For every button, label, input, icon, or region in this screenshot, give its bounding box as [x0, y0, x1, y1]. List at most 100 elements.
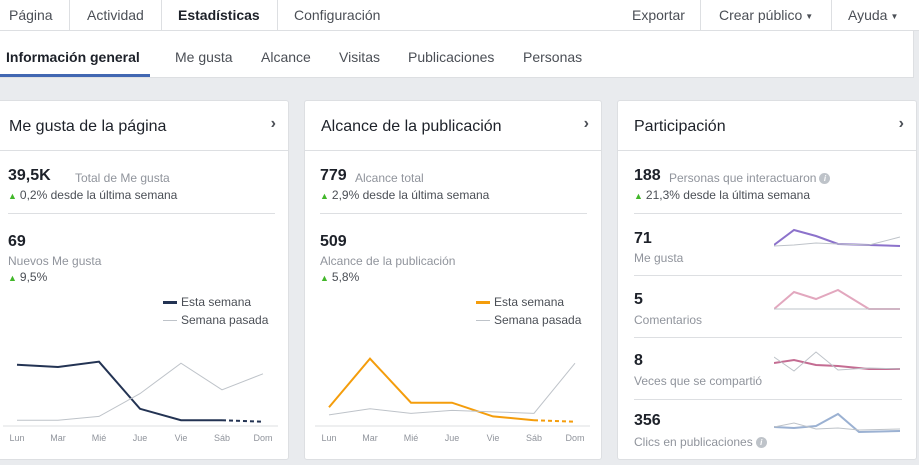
divider	[634, 337, 902, 338]
total-likes-delta: ▲ 0,2% desde la última semana	[8, 188, 177, 202]
help-button[interactable]: Ayuda ▼	[848, 0, 898, 31]
chevron-right-icon[interactable]: ›	[583, 115, 589, 132]
card-header[interactable]: Participación ›	[618, 101, 916, 151]
legend-this-week: Esta semana	[163, 295, 251, 309]
x-tick-label: Mié	[92, 433, 107, 443]
info-icon[interactable]: i	[819, 173, 831, 185]
x-tick-label: Jue	[133, 433, 148, 443]
engaged-label-text: Personas que interactuaron	[669, 171, 817, 185]
series-line-this-week-projection	[533, 419, 576, 423]
sparkline-current	[774, 228, 901, 247]
arrow-up-icon: ▲	[634, 191, 643, 201]
likes-line-chart: Lun Mar Mié Jue Vie Sáb Dom	[3, 360, 278, 443]
likes-label: Me gusta	[634, 251, 684, 265]
sparkline-current	[774, 288, 900, 310]
card-title: Participación	[634, 118, 726, 135]
tab-alcance[interactable]: Alcance	[261, 49, 311, 65]
arrow-up-icon: ▲	[8, 191, 17, 201]
new-likes-delta-text: 9,5%	[19, 270, 48, 284]
x-tick-label: Dom	[565, 433, 584, 443]
card-header[interactable]: Alcance de la publicación ›	[305, 101, 601, 151]
nav-pagina[interactable]: Página	[9, 7, 53, 23]
tab-publicaciones[interactable]: Publicaciones	[408, 49, 495, 65]
legend-swatch	[163, 301, 177, 305]
series-line-this-week-projection	[221, 419, 264, 423]
series-line-last-week	[328, 362, 576, 416]
arrow-up-icon: ▲	[8, 273, 17, 283]
export-button[interactable]: Exportar	[632, 7, 685, 23]
divider	[634, 399, 902, 400]
post-reach-label: Alcance de la publicación	[320, 254, 456, 268]
legend-this-week: Esta semana	[476, 295, 564, 309]
likes-count: 71	[634, 230, 652, 247]
legend-swatch	[163, 320, 177, 322]
x-tick-label: Sáb	[214, 433, 230, 443]
total-reach-delta: ▲ 2,9% desde la última semana	[320, 188, 489, 202]
clicks-count: 356	[634, 412, 661, 429]
tab-informacion-general[interactable]: Información general	[6, 49, 140, 65]
divider	[700, 0, 701, 31]
page-likes-card: Me gusta de la página › 39,5K Total de M…	[0, 100, 289, 460]
post-reach-delta-text: 5,8%	[331, 270, 360, 284]
legend-swatch	[476, 320, 490, 322]
legend-last-week: Semana pasada	[476, 313, 581, 327]
info-icon[interactable]: i	[755, 437, 767, 449]
shares-count: 8	[634, 352, 643, 369]
create-audience-button[interactable]: Crear público ▼	[719, 0, 813, 31]
total-reach-value: 779	[320, 167, 347, 184]
comments-label: Comentarios	[634, 313, 703, 327]
likes-sparkline	[774, 228, 901, 247]
card-title: Me gusta de la página	[9, 118, 167, 135]
series-line-this-week	[328, 357, 535, 422]
card-title: Alcance de la publicación	[321, 118, 502, 135]
engaged-delta: ▲ 21,3% desde la última semana	[634, 188, 810, 202]
total-likes-delta-text: 0,2% desde la última semana	[19, 188, 178, 202]
active-tab-indicator	[0, 74, 150, 77]
tab-personas[interactable]: Personas	[523, 49, 583, 65]
sparkline-current	[774, 358, 900, 370]
tab-visitas[interactable]: Visitas	[339, 49, 380, 65]
sparkline-previous	[774, 236, 901, 247]
total-reach-delta-text: 2,9% desde la última semana	[331, 188, 490, 202]
chevron-right-icon[interactable]: ›	[270, 115, 276, 132]
chevron-right-icon[interactable]: ›	[898, 115, 904, 132]
card-header[interactable]: Me gusta de la página ›	[0, 101, 288, 151]
nav-estadisticas[interactable]: Estadísticas	[178, 7, 260, 23]
sparkline-previous	[774, 351, 901, 372]
new-likes-value: 69	[8, 233, 26, 250]
divider	[161, 0, 162, 31]
reach-line-chart: Lun Mar Mié Jue Vie Sáb Dom	[315, 357, 590, 443]
total-likes-value: 39,5K	[8, 167, 51, 184]
comments-count: 5	[634, 291, 643, 308]
x-tick-label: Sáb	[526, 433, 542, 443]
comments-sparkline	[774, 288, 900, 310]
post-reach-delta: ▲ 5,8%	[320, 270, 359, 284]
divider	[320, 213, 587, 214]
divider	[634, 275, 902, 276]
sparkline-previous	[774, 422, 901, 431]
legend-label: Esta semana	[494, 295, 565, 309]
arrow-up-icon: ▲	[320, 273, 329, 283]
legend-label: Esta semana	[181, 295, 252, 309]
clicks-label-text: Clics en publicaciones	[634, 435, 753, 449]
total-reach-label: Alcance total	[355, 171, 424, 185]
legend-last-week: Semana pasada	[163, 313, 268, 327]
sparkline-current	[774, 412, 901, 434]
nav-actividad[interactable]: Actividad	[87, 7, 144, 23]
engagement-card: Participación › 188 Personas que interac…	[617, 100, 917, 460]
x-tick-label: Jue	[445, 433, 460, 443]
x-tick-label: Vie	[487, 433, 500, 443]
chevron-down-icon: ▼	[890, 11, 899, 21]
sub-nav: Información general Me gusta Alcance Vis…	[0, 31, 914, 78]
help-label: Ayuda	[848, 7, 888, 23]
nav-configuracion[interactable]: Configuración	[294, 7, 381, 23]
shares-sparkline	[774, 351, 901, 372]
series-line-last-week	[17, 362, 264, 421]
x-tick-label: Lun	[321, 433, 336, 443]
post-reach-value: 509	[320, 233, 347, 250]
x-tick-label: Vie	[175, 433, 188, 443]
tab-me-gusta[interactable]: Me gusta	[175, 49, 233, 65]
x-tick-label: Mié	[404, 433, 419, 443]
legend-label: Semana pasada	[494, 313, 582, 327]
engaged-value: 188	[634, 167, 661, 184]
